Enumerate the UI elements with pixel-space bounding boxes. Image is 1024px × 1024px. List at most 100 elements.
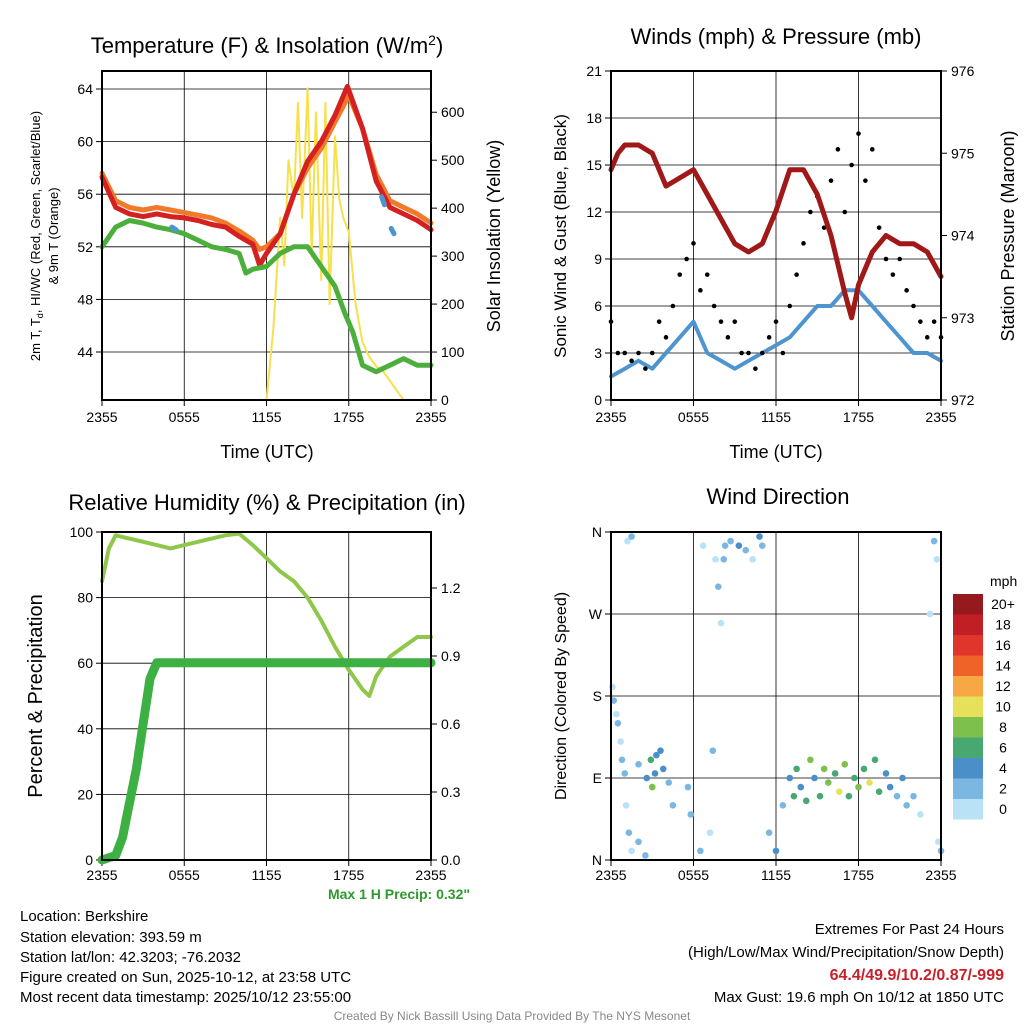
direction-point (871, 756, 879, 764)
direction-point (917, 811, 924, 818)
temp-right-tick-label: 300 (441, 248, 465, 264)
colorbar-swatch (953, 676, 983, 697)
direction-x-tick-label: 2355 (925, 867, 956, 883)
direction-point (687, 811, 695, 818)
colorbar-label: 0 (999, 801, 1007, 817)
temp-x-tick-label: 1155 (251, 409, 281, 425)
wind-series-gust-point (766, 335, 772, 340)
direction-point (845, 792, 853, 800)
wind-right-tick-label: 975 (951, 145, 975, 161)
wind-x-tick-label: 2355 (925, 409, 956, 425)
direction-left-tick-label: W (589, 606, 603, 622)
wind-right-tick-label: 974 (951, 228, 975, 244)
direction-point (851, 774, 858, 782)
temp-left-tick-label: 64 (77, 81, 93, 97)
direction-point (835, 788, 843, 795)
colorbar-swatch (953, 594, 983, 615)
direction-point (635, 838, 642, 846)
wind-series-gust-point (911, 303, 916, 309)
extremes-title: Extremes For Past 24 Hours (815, 921, 1004, 938)
direction-point (699, 542, 707, 549)
temp-right-tick-label: 200 (441, 296, 465, 312)
wind-series-gust-point (849, 162, 854, 168)
rh-left-tick-label: 40 (77, 721, 93, 737)
wind-series-gust-point (739, 350, 744, 356)
wind-series-gust-point (725, 335, 731, 340)
temp-chart-title: Temperature (F) & Insolation (W/m2) (91, 32, 444, 58)
wind-series-gust-point (876, 225, 882, 230)
wind-left-tick-label: 3 (594, 345, 602, 361)
rh-x-tick-label: 2355 (86, 867, 117, 883)
rh-x-tick-label: 1755 (333, 867, 364, 883)
direction-point (899, 774, 906, 782)
temp-series-hi-wc-line (379, 194, 387, 208)
colorbar-label: 10 (995, 699, 1011, 715)
direction-point (886, 783, 894, 791)
colorbar-swatch (953, 614, 983, 635)
direction-point (841, 761, 849, 768)
direction-point (721, 542, 729, 549)
direction-point (709, 747, 717, 754)
wind-series-gust-point (691, 241, 696, 246)
direction-point (893, 792, 901, 800)
wind-right-label: Station Pressure (Maroon) (998, 130, 1018, 341)
temp-right-tick-label: 100 (441, 344, 465, 360)
wind-series-gust-point (918, 319, 923, 324)
wind-panel: 2355 0555 1155 1755 235503691215182197297397… (586, 63, 974, 425)
direction-point (820, 765, 828, 773)
direction-point (779, 802, 787, 809)
direction-point (635, 761, 642, 768)
rh-right-tick-label: 0.9 (441, 648, 461, 664)
direction-point (669, 802, 677, 809)
colorbar-swatch (953, 758, 983, 779)
direction-point (934, 838, 942, 846)
wind-series-gust-point (643, 366, 648, 371)
latlon-text: Station lat/lon: 42.3203; -76.2032 (20, 949, 241, 966)
rh-x-tick-label: 0555 (169, 867, 200, 883)
wind-series-gust-point (649, 350, 655, 356)
rh-left-tick-label: 100 (70, 524, 94, 540)
temp-series-dewpoint-line (99, 218, 434, 375)
direction-point (647, 756, 655, 764)
colorbar-label: 2 (999, 781, 1007, 797)
temp-x-tick-label: 2355 (415, 409, 446, 425)
direction-point (855, 783, 862, 791)
temp-right-tick-label: 400 (441, 200, 465, 216)
direction-point (617, 738, 624, 745)
wind-left-label: Sonic Wind & Gust (Blue, Black) (551, 114, 570, 358)
direction-point (926, 610, 934, 618)
direction-point (742, 546, 750, 554)
wind-series-sonic-wind-line (609, 288, 943, 379)
rh-left-tick-label: 60 (77, 655, 93, 671)
wind-series-gust-point (821, 225, 827, 230)
temp-x-tick-label: 1755 (333, 409, 364, 425)
wind-series-gust-point (677, 272, 683, 277)
wind-x-tick-label: 1755 (843, 409, 874, 425)
colorbar-swatch (953, 737, 983, 758)
wind-series-gust-point (801, 241, 806, 246)
elevation-text: Station elevation: 393.59 m (20, 929, 202, 946)
wind-series-gust-point (904, 288, 909, 293)
rh-series-precipitation-line (97, 658, 436, 865)
wind-series-gust-point (794, 272, 799, 277)
direction-point (618, 756, 626, 764)
colorbar-swatch (953, 635, 983, 656)
wind-series-gust-point (615, 350, 621, 356)
direction-point (882, 770, 890, 777)
direction-point (749, 556, 756, 563)
wind-left-tick-label: 18 (586, 110, 602, 126)
direction-point (653, 751, 660, 759)
rh-left-tick-label: 20 (77, 786, 93, 802)
wind-left-tick-label: 6 (594, 298, 602, 314)
direction-point (903, 802, 910, 809)
wind-plot-frame (610, 70, 942, 401)
wind-series-gust-point (711, 303, 717, 309)
temp-left-tick-label: 60 (77, 134, 93, 150)
created-text: Figure created on Sun, 2025-10-12, at 23… (20, 969, 351, 986)
rh-right-tick-label: 1.2 (441, 580, 461, 596)
temp-series-hi-wc-line (388, 225, 397, 237)
direction-point (659, 765, 667, 773)
wind-right-tick-label: 976 (951, 63, 975, 79)
rh-right-tick-label: 0.6 (441, 716, 461, 732)
max-precip-note: Max 1 H Precip: 0.32" (328, 886, 470, 902)
